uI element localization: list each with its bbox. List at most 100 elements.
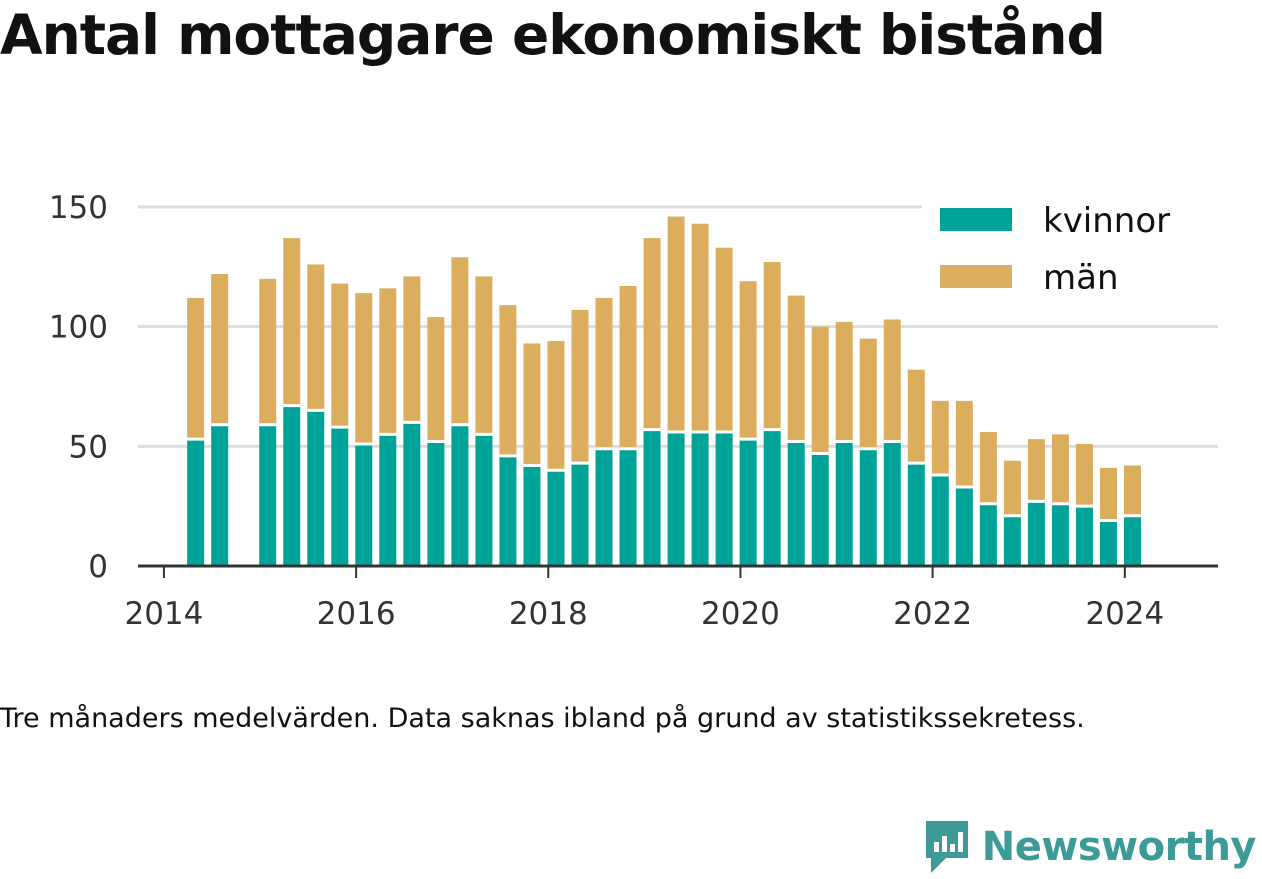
bar-man [619,285,637,449]
x-tick-label: 2018 [509,596,588,632]
bar-man [643,238,661,430]
bar-man [763,262,781,430]
bar-man [475,276,493,435]
y-tick-label: 0 [88,549,108,585]
bar-man [595,297,613,449]
bar-man [403,276,421,423]
bar-kvinnor [691,431,709,566]
bar-kvinnor [667,431,685,566]
bar-kvinnor [835,441,853,566]
bar-kvinnor [907,463,925,566]
chart-title: Antal mottagare ekonomiskt bistånd [0,3,1106,67]
bar-man [691,223,709,432]
bar-kvinnor [379,434,397,566]
x-tick-label: 2020 [701,596,780,632]
bar-kvinnor [1003,515,1021,566]
x-tick-label: 2014 [124,596,203,632]
bar-kvinnor [403,422,421,566]
legend-swatch [940,265,1012,288]
bar-kvinnor [787,441,805,566]
y-tick-label: 100 [49,310,108,346]
axes: 0 50 100 150 2014 2016 2018 2020 2022 2024 [49,190,1218,632]
bar-kvinnor [427,441,445,566]
bar-man [427,317,445,442]
bar-man [211,274,229,425]
bar-man [907,369,925,464]
bar-man [739,281,757,440]
bar-man [499,305,517,456]
bar-man [1027,439,1045,502]
legend-label: kvinnor [1043,201,1170,241]
bar-kvinnor [1123,515,1141,566]
bar-man [979,431,997,504]
bar-man [715,247,733,432]
bar-kvinnor [595,448,613,566]
bar-man [955,400,973,488]
bar-kvinnor [931,475,949,566]
bar-man [1075,443,1093,507]
bar-man [523,343,541,466]
chart-footnote: Tre månaders medelvärden. Data saknas ib… [0,703,1085,734]
bar-man [451,257,469,425]
bar-man [283,238,301,406]
bar-kvinnor [1027,501,1045,566]
bar-kvinnor [763,429,781,566]
bar-kvinnor [619,448,637,566]
bar-man [1051,434,1069,504]
bar-kvinnor [499,455,517,566]
bar-chart-icon [925,821,968,873]
bar-kvinnor [283,405,301,566]
bar-man [331,283,349,428]
bar-kvinnor [211,424,229,566]
bar-man [835,321,853,442]
bar-kvinnor [547,470,565,566]
legend-swatch [940,208,1012,231]
bar-kvinnor [355,443,373,566]
bar-man [859,338,877,449]
bar-kvinnor [1051,503,1069,566]
brand-logo: Newsworthy [922,818,1257,876]
legend: kvinnor män [922,196,1218,312]
bar-kvinnor [859,448,877,566]
bar-man [667,216,685,432]
x-tick-label: 2024 [1085,596,1164,632]
bar-man [811,326,829,454]
bar-man [259,278,277,425]
bar-kvinnor [475,434,493,566]
bar-man [1003,460,1021,516]
bar-kvinnor [883,441,901,566]
bar-kvinnor [331,427,349,566]
bar-kvinnor [523,465,541,566]
x-tick-label: 2022 [893,596,972,632]
bar-kvinnor [643,429,661,566]
bar-kvinnor [259,424,277,566]
bar-man [1099,467,1117,521]
stacked-bar-chart: 0 50 100 150 2014 2016 2018 2020 2022 2024 kvinno… [49,190,1218,632]
bar-man [355,293,373,444]
bar-man [1123,465,1141,516]
legend-label: män [1043,258,1119,298]
bar-man [187,297,205,440]
y-tick-label: 50 [69,429,108,465]
bar-man [787,295,805,442]
bar-kvinnor [451,424,469,566]
bar-kvinnor [979,503,997,566]
x-tick-label: 2016 [317,596,396,632]
y-tick-label: 150 [49,190,108,226]
bar-kvinnor [1099,520,1117,566]
bar-man [379,288,397,435]
bar-man [307,264,325,411]
bar-kvinnor [811,453,829,566]
brand-name: Newsworthy [981,824,1257,870]
bars [187,216,1141,566]
bar-man [883,319,901,442]
bar-kvinnor [739,439,757,566]
bar-kvinnor [715,431,733,566]
bar-kvinnor [187,439,205,566]
bar-kvinnor [1075,506,1093,566]
bar-kvinnor [571,463,589,566]
bar-kvinnor [307,410,325,566]
bar-man [931,400,949,476]
bar-kvinnor [955,487,973,566]
bar-man [571,309,589,464]
